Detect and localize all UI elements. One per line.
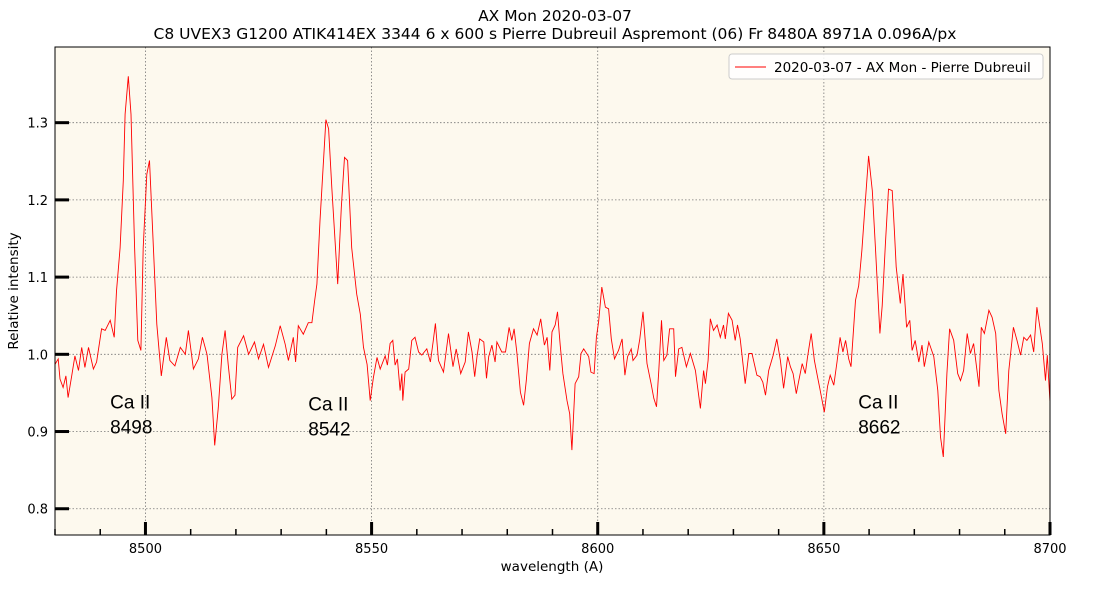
x-tick-label: 8650 — [807, 542, 840, 557]
annotation-wavelength: 8662 — [858, 417, 900, 438]
x-tick-label: 8600 — [581, 542, 614, 557]
y-axis-label: Relative intensity — [6, 232, 22, 349]
x-tick-label: 8550 — [355, 542, 388, 557]
x-axis-label: wavelength (A) — [501, 559, 604, 575]
annotation-line-label: Ca II — [110, 392, 150, 413]
series-line — [55, 76, 1050, 458]
annotation-wavelength: 8498 — [110, 417, 152, 438]
y-tick-label: 0.9 — [27, 426, 48, 441]
y-tick-label: 1.0 — [27, 348, 48, 363]
legend: 2020-03-07 - AX Mon - Pierre Dubreuil — [728, 53, 1044, 80]
y-tick-label: 1.1 — [27, 271, 48, 286]
annotation-wavelength: 8542 — [308, 420, 350, 441]
annotation-line-label: Ca II — [308, 395, 348, 416]
chart-title: AX Mon 2020-03-07 — [478, 7, 632, 25]
y-tick-label: 1.3 — [27, 117, 48, 132]
legend-label: 2020-03-07 - AX Mon - Pierre Dubreuil — [774, 60, 1031, 76]
y-tick-label: 0.8 — [27, 503, 48, 518]
plot-area — [55, 47, 1050, 535]
y-tick-label: 1.2 — [27, 194, 48, 209]
chart-subtitle: C8 UVEX3 G1200 ATIK414EX 3344 6 x 600 s … — [154, 25, 957, 43]
plot-frame — [54, 46, 1051, 536]
x-tick-label: 8500 — [129, 542, 162, 557]
x-tick-label: 8700 — [1033, 542, 1066, 557]
annotations: Ca II 8498 Ca II 8542 Ca II 8662 — [110, 392, 900, 440]
annotation-line-label: Ca II — [858, 392, 898, 413]
grid — [55, 47, 1050, 535]
axis-ticks: 8500 8550 8600 8650 8700 0.8 0.9 1.0 1.1 1.2 1.3 — [27, 117, 1066, 557]
